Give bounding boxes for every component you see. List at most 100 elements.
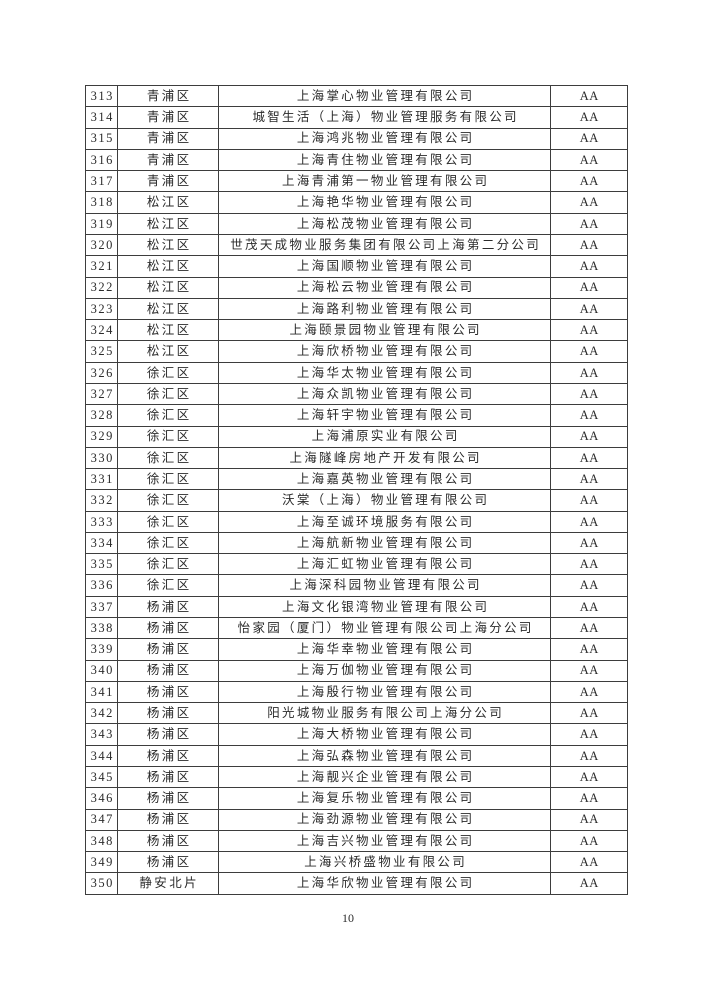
row-index-cell: 347 (85, 808, 118, 831)
row-district-cell: 松江区 (117, 276, 219, 299)
row-index-cell: 325 (85, 340, 118, 363)
row-district-cell: 松江区 (117, 191, 219, 214)
row-company-cell: 沃棠（上海）物业管理有限公司 (218, 489, 551, 512)
row-company-cell: 城智生活（上海）物业管理服务有限公司 (218, 106, 551, 129)
row-index-cell: 340 (85, 659, 118, 682)
table-row: 323 松江区 上海路利物业管理有限公司 AA (85, 297, 628, 321)
row-district-cell: 松江区 (117, 297, 219, 321)
row-district-cell: 松江区 (117, 340, 219, 363)
row-company-cell: 上海华太物业管理有限公司 (218, 361, 551, 384)
table-row: 313 青浦区 上海掌心物业管理有限公司 AA (85, 84, 628, 108)
table-row: 314 青浦区 城智生活（上海）物业管理服务有限公司 AA (85, 106, 628, 129)
table-row: 344 杨浦区 上海弘森物业管理有限公司 AA (85, 744, 628, 768)
row-rating-cell: AA (550, 446, 628, 470)
row-index-cell: 338 (85, 617, 118, 640)
row-index-cell: 317 (85, 170, 118, 193)
row-index-cell: 343 (85, 723, 118, 746)
row-rating-cell: AA (550, 404, 628, 427)
row-rating-cell: AA (550, 702, 628, 725)
table-body: 313 青浦区 上海掌心物业管理有限公司 AA 314 青浦区 城智生活（上海）… (85, 84, 628, 895)
row-index-cell: 350 (85, 872, 118, 895)
table-row: 339 杨浦区 上海华幸物业管理有限公司 AA (85, 638, 628, 661)
row-district-cell: 杨浦区 (117, 659, 219, 682)
row-district-cell: 青浦区 (117, 127, 219, 150)
row-company-cell: 上海欣桥物业管理有限公司 (218, 340, 551, 363)
row-index-cell: 315 (85, 127, 118, 150)
row-rating-cell: AA (550, 233, 628, 257)
row-rating-cell: AA (550, 851, 628, 874)
row-district-cell: 松江区 (117, 319, 219, 342)
row-company-cell: 上海隧峰房地产开发有限公司 (218, 446, 551, 470)
row-district-cell: 徐汇区 (117, 468, 219, 491)
row-rating-cell: AA (550, 574, 628, 597)
row-company-cell: 怡家园（厦门）物业管理有限公司上海分公司 (218, 617, 551, 640)
page-number: 10 (342, 911, 354, 925)
row-index-cell: 321 (85, 255, 118, 278)
row-index-cell: 346 (85, 787, 118, 810)
row-company-cell: 上海复乐物业管理有限公司 (218, 787, 551, 810)
row-company-cell: 上海轩宇物业管理有限公司 (218, 404, 551, 427)
row-district-cell: 杨浦区 (117, 787, 219, 810)
table-row: 342 杨浦区 阳光城物业服务有限公司上海分公司 AA (85, 702, 628, 725)
row-index-cell: 349 (85, 851, 118, 874)
row-index-cell: 313 (85, 84, 118, 108)
row-company-cell: 上海青浦第一物业管理有限公司 (218, 170, 551, 193)
row-rating-cell: AA (550, 340, 628, 363)
row-district-cell: 青浦区 (117, 148, 219, 172)
row-district-cell: 杨浦区 (117, 680, 219, 704)
row-company-cell: 上海深科园物业管理有限公司 (218, 574, 551, 597)
table-row: 321 松江区 上海国顺物业管理有限公司 AA (85, 255, 628, 278)
table-row: 326 徐汇区 上海华太物业管理有限公司 AA (85, 361, 628, 384)
row-rating-cell: AA (550, 595, 628, 619)
row-rating-cell: AA (550, 84, 628, 108)
row-company-cell: 上海兴桥盛物业有限公司 (218, 851, 551, 874)
row-company-cell: 上海浦原实业有限公司 (218, 425, 551, 448)
row-company-cell: 上海青住物业管理有限公司 (218, 148, 551, 172)
row-district-cell: 徐汇区 (117, 404, 219, 427)
row-index-cell: 326 (85, 361, 118, 384)
row-rating-cell: AA (550, 489, 628, 512)
row-index-cell: 334 (85, 531, 118, 555)
row-company-cell: 上海吉兴物业管理有限公司 (218, 829, 551, 853)
row-index-cell: 342 (85, 702, 118, 725)
row-district-cell: 杨浦区 (117, 617, 219, 640)
row-rating-cell: AA (550, 723, 628, 746)
table-row: 315 青浦区 上海鸿兆物业管理有限公司 AA (85, 127, 628, 150)
row-index-cell: 323 (85, 297, 118, 321)
row-rating-cell: AA (550, 148, 628, 172)
table-row: 337 杨浦区 上海文化银湾物业管理有限公司 AA (85, 595, 628, 619)
row-company-cell: 上海路利物业管理有限公司 (218, 297, 551, 321)
table-row: 336 徐汇区 上海深科园物业管理有限公司 AA (85, 574, 628, 597)
row-company-cell: 上海殷行物业管理有限公司 (218, 680, 551, 704)
row-district-cell: 杨浦区 (117, 851, 219, 874)
table-row: 330 徐汇区 上海隧峰房地产开发有限公司 AA (85, 446, 628, 470)
row-index-cell: 348 (85, 829, 118, 853)
table-row: 333 徐汇区 上海至诚环境服务有限公司 AA (85, 510, 628, 533)
row-rating-cell: AA (550, 212, 628, 235)
row-index-cell: 331 (85, 468, 118, 491)
row-rating-cell: AA (550, 531, 628, 555)
row-index-cell: 322 (85, 276, 118, 299)
row-index-cell: 339 (85, 638, 118, 661)
row-rating-cell: AA (550, 425, 628, 448)
row-district-cell: 徐汇区 (117, 531, 219, 555)
row-index-cell: 344 (85, 744, 118, 768)
row-district-cell: 松江区 (117, 212, 219, 235)
row-company-cell: 上海颐景园物业管理有限公司 (218, 319, 551, 342)
row-district-cell: 青浦区 (117, 84, 219, 108)
table-row: 322 松江区 上海松云物业管理有限公司 AA (85, 276, 628, 299)
row-district-cell: 徐汇区 (117, 446, 219, 470)
row-district-cell: 松江区 (117, 233, 219, 257)
row-company-cell: 上海大桥物业管理有限公司 (218, 723, 551, 746)
table-row: 316 青浦区 上海青住物业管理有限公司 AA (85, 148, 628, 172)
row-district-cell: 杨浦区 (117, 744, 219, 768)
row-rating-cell: AA (550, 106, 628, 129)
row-company-cell: 世茂天成物业服务集团有限公司上海第二分公司 (218, 233, 551, 257)
row-company-cell: 上海汇虹物业管理有限公司 (218, 553, 551, 576)
row-district-cell: 杨浦区 (117, 702, 219, 725)
table-row: 327 徐汇区 上海众凯物业管理有限公司 AA (85, 382, 628, 406)
row-district-cell: 杨浦区 (117, 829, 219, 853)
row-rating-cell: AA (550, 808, 628, 831)
row-rating-cell: AA (550, 255, 628, 278)
row-company-cell: 上海华欣物业管理有限公司 (218, 872, 551, 895)
